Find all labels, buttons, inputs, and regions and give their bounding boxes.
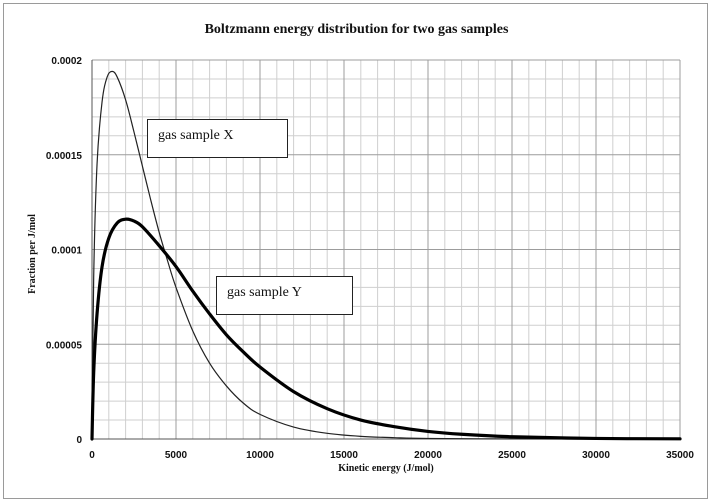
- series-lines: [90, 70, 682, 441]
- x-tick-label: 20000: [414, 450, 442, 461]
- y-tick-label: 0: [76, 435, 82, 446]
- x-tick-label: 30000: [582, 450, 610, 461]
- tick-labels: 0 5000 10000 15000 20000 25000 30000 35000 0 0.00…: [46, 56, 694, 461]
- x-tick-label: 25000: [498, 450, 526, 461]
- x-tick-label: 35000: [666, 450, 694, 461]
- x-tick-label: 0: [89, 450, 95, 461]
- callout-label-x: gas sample X: [158, 128, 234, 143]
- y-tick-label: 0.0002: [51, 56, 82, 67]
- y-axis-label: Fraction per J/mol: [27, 214, 38, 294]
- callout-gas-sample-x: gas sample X: [147, 119, 288, 158]
- y-tick-label: 0.00005: [46, 340, 83, 351]
- y-tick-label: 0.0001: [51, 246, 82, 257]
- y-tick-label: 0.00015: [46, 151, 83, 162]
- x-axis-label: Kinetic energy (J/mol): [338, 463, 434, 474]
- series-line-gas-sample-y: [90, 217, 682, 441]
- chart-title: Boltzmann energy distribution for two ga…: [204, 22, 509, 37]
- x-tick-label: 5000: [165, 450, 188, 461]
- callout-gas-sample-y: gas sample Y: [216, 276, 353, 315]
- callout-label-y: gas sample Y: [227, 285, 302, 300]
- x-tick-label: 10000: [246, 450, 274, 461]
- series-line-gas-sample-x: [91, 70, 681, 440]
- x-tick-label: 15000: [330, 450, 358, 461]
